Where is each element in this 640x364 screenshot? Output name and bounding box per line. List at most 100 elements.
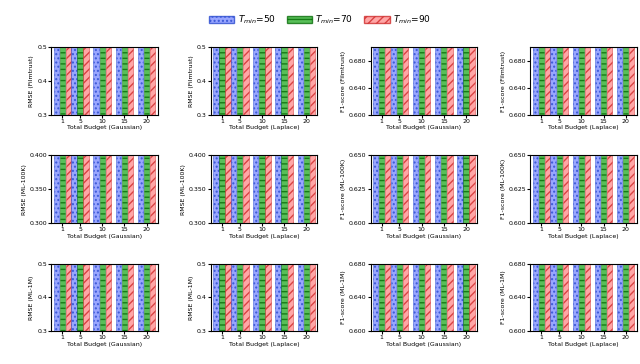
Bar: [287, 0, 293, 115]
Bar: [66, 0, 71, 115]
Bar: [54, 3, 59, 223]
Y-axis label: RMSE (ML-100K): RMSE (ML-100K): [22, 164, 27, 215]
Bar: [259, 3, 264, 223]
Bar: [71, 0, 77, 115]
Bar: [128, 8, 133, 223]
Bar: [607, 0, 612, 223]
Bar: [469, 0, 475, 115]
Bar: [83, 5, 89, 223]
Bar: [116, 10, 121, 223]
Bar: [532, 0, 538, 115]
Bar: [425, 0, 430, 223]
Bar: [390, 0, 396, 331]
Bar: [298, 0, 303, 115]
Bar: [601, 0, 606, 223]
Bar: [390, 0, 396, 223]
X-axis label: Total Budget (Gaussian): Total Budget (Gaussian): [67, 234, 142, 239]
Bar: [93, 230, 99, 331]
Bar: [122, 0, 127, 115]
Bar: [275, 216, 281, 331]
Bar: [403, 0, 408, 223]
Bar: [66, 227, 71, 331]
Legend: $T_{min}$=50, $T_{min}$=70, $T_{min}$=90: $T_{min}$=50, $T_{min}$=70, $T_{min}$=90: [205, 10, 435, 30]
Bar: [373, 0, 378, 223]
Bar: [629, 0, 634, 115]
Bar: [601, 0, 606, 331]
Bar: [310, 216, 315, 331]
Bar: [573, 0, 578, 223]
Y-axis label: F1-score (Filmtrust): F1-score (Filmtrust): [500, 51, 506, 112]
Bar: [595, 0, 600, 223]
Bar: [106, 7, 111, 223]
Bar: [539, 0, 544, 115]
Bar: [253, 0, 259, 115]
Bar: [623, 0, 628, 223]
Bar: [231, 0, 236, 115]
Bar: [122, 13, 127, 223]
Bar: [138, 12, 143, 223]
Bar: [403, 0, 408, 115]
Bar: [213, 176, 219, 331]
Bar: [579, 0, 584, 223]
Bar: [385, 0, 390, 331]
Bar: [557, 0, 562, 223]
Bar: [266, 0, 271, 115]
Bar: [469, 0, 475, 331]
Bar: [144, 231, 149, 331]
Bar: [77, 10, 83, 223]
Bar: [266, 205, 271, 331]
Bar: [573, 0, 578, 115]
Bar: [539, 0, 544, 331]
Bar: [419, 0, 424, 331]
Bar: [397, 0, 402, 331]
Bar: [220, 0, 225, 115]
Bar: [532, 0, 538, 331]
Bar: [463, 0, 468, 223]
Bar: [397, 0, 402, 115]
Bar: [373, 0, 378, 115]
Bar: [298, 220, 303, 331]
Bar: [585, 0, 590, 331]
Bar: [116, 230, 121, 331]
Bar: [579, 0, 584, 115]
Bar: [231, 0, 236, 223]
Bar: [532, 0, 538, 223]
Bar: [545, 0, 550, 223]
Y-axis label: RMSE (ML-1M): RMSE (ML-1M): [189, 275, 194, 320]
Y-axis label: RMSE (ML-1M): RMSE (ML-1M): [29, 275, 35, 320]
Bar: [60, 8, 65, 223]
Bar: [77, 230, 83, 331]
Bar: [259, 215, 264, 331]
Y-axis label: F1-score (ML-1M): F1-score (ML-1M): [500, 270, 506, 324]
Bar: [550, 0, 556, 223]
Bar: [563, 0, 568, 115]
Bar: [54, 228, 59, 331]
Bar: [425, 0, 430, 115]
Bar: [77, 0, 83, 115]
Bar: [441, 0, 447, 331]
Bar: [441, 0, 447, 115]
Bar: [447, 0, 452, 331]
Bar: [447, 0, 452, 115]
Bar: [93, 0, 99, 115]
Bar: [71, 7, 77, 223]
Bar: [150, 0, 156, 115]
Bar: [303, 7, 309, 223]
X-axis label: Total Budget (Laplace): Total Budget (Laplace): [548, 126, 619, 130]
Bar: [463, 0, 468, 115]
Bar: [573, 0, 578, 331]
Y-axis label: F1-score (ML-1M): F1-score (ML-1M): [341, 270, 346, 324]
Bar: [128, 230, 133, 331]
X-axis label: Total Budget (Laplace): Total Budget (Laplace): [229, 234, 300, 239]
Y-axis label: RMSE (Filmtrust): RMSE (Filmtrust): [189, 55, 194, 107]
Bar: [403, 0, 408, 331]
Bar: [303, 223, 309, 331]
Bar: [237, 0, 243, 223]
Y-axis label: RMSE (Filmtrust): RMSE (Filmtrust): [29, 55, 35, 107]
Bar: [579, 0, 584, 331]
Bar: [275, 0, 281, 115]
Bar: [60, 0, 65, 115]
Bar: [441, 0, 447, 223]
Bar: [100, 0, 105, 115]
Bar: [253, 210, 259, 331]
